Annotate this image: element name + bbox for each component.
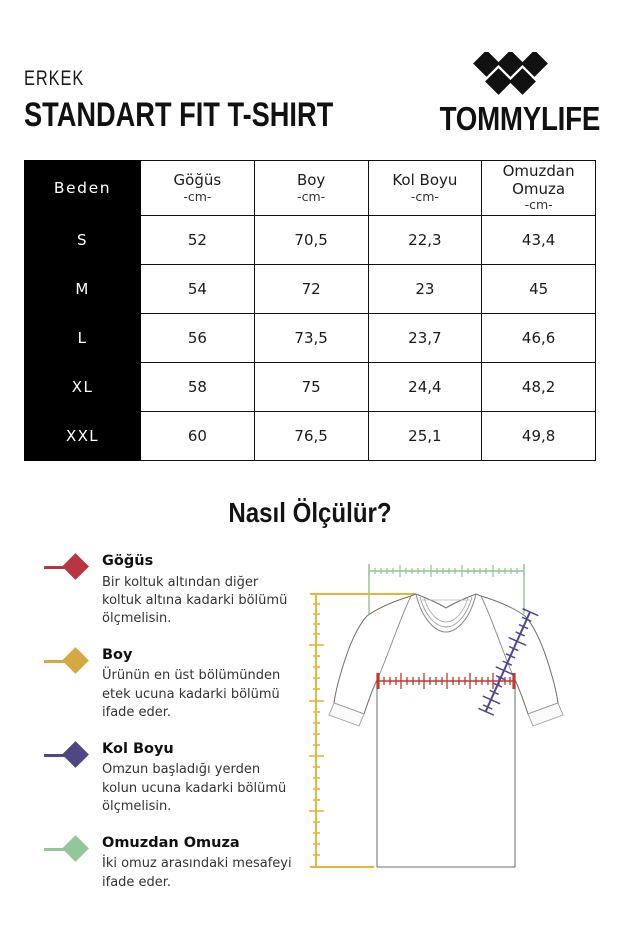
- chest-ruler: [376, 673, 516, 689]
- page-title: STANDART FIT T-SHIRT: [24, 96, 334, 134]
- column-header-length-label: Boy: [296, 170, 326, 189]
- tshirt-measurement-diagram: [296, 556, 596, 886]
- diamond-marker-sleeve-icon: [44, 740, 96, 768]
- cell-chest: 60: [140, 411, 255, 462]
- brand-name: TOMMYLIFE: [439, 100, 601, 137]
- brand-logo: TOMMYLIFE: [426, 52, 601, 137]
- diamond-marker-length-icon: [44, 646, 96, 674]
- page-kicker: ERKEK: [24, 67, 85, 90]
- legend-item-sleeve: Kol Boyu Omzun başladığı yerden kolun uc…: [44, 740, 294, 817]
- table-row: XXL 60 76,5 25,1 49,8: [24, 411, 596, 462]
- table-header-row: Beden Göğüs -cm- Boy -cm- Kol Boyu -cm- …: [24, 159, 596, 217]
- cell-chest: 56: [140, 313, 255, 364]
- cell-shoulder: 48,2: [481, 362, 596, 413]
- cell-sleeve: 23: [367, 264, 483, 315]
- column-header-length-unit: -cm-: [297, 188, 326, 204]
- cell-length: 76,5: [253, 411, 369, 462]
- legend-item-chest: Göğüs Bir koltuk altından diğer koltuk a…: [44, 552, 294, 629]
- table-row: XL 58 75 24,4 48,2: [24, 362, 596, 413]
- cell-shoulder: 49,8: [481, 411, 596, 462]
- legend-item-shoulder: Omuzdan Omuza İki omuz arasındaki mesafe…: [44, 834, 294, 892]
- cell-size: L: [24, 313, 141, 364]
- cell-chest: 52: [140, 215, 255, 266]
- cell-shoulder: 43,4: [481, 215, 596, 266]
- legend-desc-sleeve: Omzun başladığı yerden kolun ucuna kadar…: [102, 762, 287, 815]
- page-header: ERKEK STANDART FIT T-SHIRT TOMMYLIFE: [0, 0, 620, 150]
- legend-label-shoulder: Omuzdan Omuza: [102, 834, 240, 851]
- legend-text-shoulder: Omuzdan Omuza İki omuz arasındaki mesafe…: [102, 834, 294, 892]
- legend-text-length: Boy Ürünün en üst bölümünden etek ucuna …: [102, 646, 294, 723]
- size-table: Beden Göğüs -cm- Boy -cm- Kol Boyu -cm- …: [24, 159, 596, 462]
- cell-shoulder: 45: [481, 264, 596, 315]
- cell-size: XL: [24, 362, 141, 413]
- legend-item-length: Boy Ürünün en üst bölümünden etek ucuna …: [44, 646, 294, 723]
- cell-size: M: [24, 264, 141, 315]
- column-header-chest: Göğüs -cm-: [140, 159, 255, 217]
- cell-length: 72: [253, 264, 369, 315]
- legend-label-length: Boy: [102, 646, 133, 663]
- column-header-size: Beden: [24, 159, 141, 217]
- cell-sleeve: 23,7: [367, 313, 483, 364]
- column-header-sleeve: Kol Boyu -cm-: [367, 159, 483, 217]
- cell-size: XXL: [24, 411, 141, 462]
- measurement-legend: Göğüs Bir koltuk altından diğer koltuk a…: [44, 552, 294, 909]
- column-header-sleeve-unit: -cm-: [410, 188, 439, 204]
- diamond-logo-icon: [426, 52, 596, 100]
- table-row: M 54 72 23 45: [24, 264, 596, 315]
- legend-label-sleeve: Kol Boyu: [102, 740, 174, 757]
- diamond-marker-shoulder-icon: [44, 834, 96, 862]
- legend-desc-chest: Bir koltuk altından diğer koltuk altına …: [102, 574, 288, 627]
- cell-length: 73,5: [253, 313, 369, 364]
- column-header-shoulder-label: Omuzdan Omuza: [502, 162, 575, 198]
- column-header-chest-label: Göğüs: [173, 170, 222, 189]
- legend-label-chest: Göğüs: [102, 553, 154, 569]
- legend-text-chest: Göğüs Bir koltuk altından diğer koltuk a…: [102, 552, 294, 629]
- shoulder-ruler: [368, 564, 525, 614]
- table-row: S 52 70,5 22,3 43,4: [24, 215, 596, 266]
- column-header-shoulder: Omuzdan Omuza -cm-: [481, 159, 596, 217]
- cell-size: S: [24, 215, 141, 266]
- table-header: Beden Göğüs -cm- Boy -cm- Kol Boyu -cm- …: [24, 159, 596, 217]
- column-header-sleeve-label: Kol Boyu: [392, 170, 458, 189]
- cell-chest: 54: [140, 264, 255, 315]
- table-body: S 52 70,5 22,3 43,4 M 54 72 23 45 L 56 7…: [24, 215, 596, 462]
- cell-length: 75: [253, 362, 369, 413]
- column-header-shoulder-unit: -cm-: [524, 197, 553, 213]
- length-ruler: [309, 593, 416, 868]
- cell-sleeve: 24,4: [367, 362, 483, 413]
- table-row: L 56 73,5 23,7 46,6: [24, 313, 596, 364]
- cell-shoulder: 46,6: [481, 313, 596, 364]
- legend-desc-length: Ürünün en üst bölümünden etek ucuna kada…: [102, 668, 281, 721]
- tshirt-outline: [328, 593, 564, 868]
- legend-desc-shoulder: İki omuz arasındaki mesafeyi ifade eder.: [102, 856, 292, 890]
- legend-text-sleeve: Kol Boyu Omzun başladığı yerden kolun uc…: [102, 740, 294, 817]
- cell-sleeve: 25,1: [367, 411, 483, 462]
- section-title: Nasıl Ölçülür?: [228, 497, 392, 528]
- cell-chest: 58: [140, 362, 255, 413]
- title-block: ERKEK STANDART FIT T-SHIRT: [24, 68, 411, 134]
- sleeve-ruler: [478, 608, 539, 716]
- cell-sleeve: 22,3: [367, 215, 483, 266]
- column-header-size-label: Beden: [53, 178, 112, 197]
- cell-length: 70,5: [253, 215, 369, 266]
- diamond-marker-chest-icon: [44, 553, 96, 580]
- column-header-chest-unit: -cm-: [183, 188, 212, 204]
- column-header-length: Boy -cm-: [253, 159, 369, 217]
